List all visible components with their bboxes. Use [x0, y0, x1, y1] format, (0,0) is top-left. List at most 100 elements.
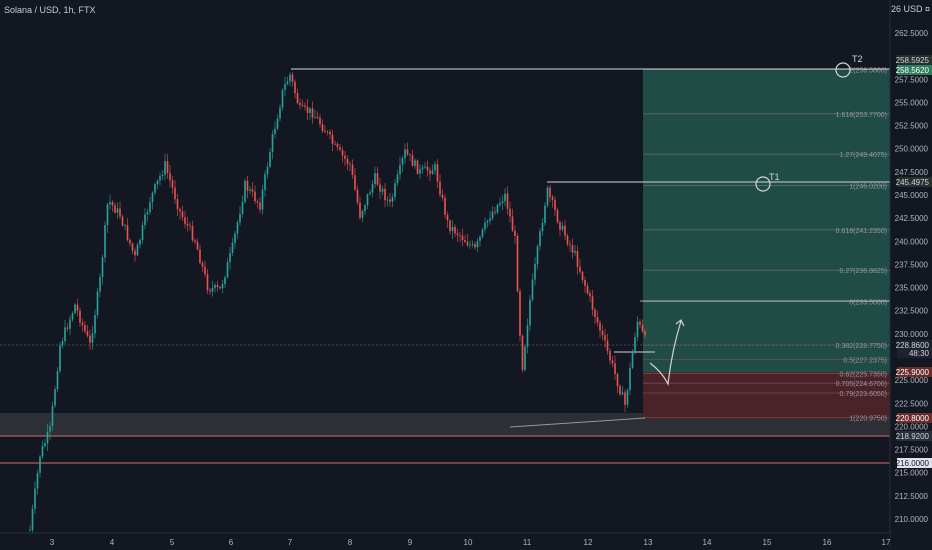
target-2-marker[interactable]	[835, 62, 851, 78]
candle-body	[546, 187, 549, 206]
candle-body	[571, 245, 574, 253]
candle-body	[509, 208, 511, 217]
candle-body	[134, 250, 136, 256]
candle-body	[606, 340, 609, 351]
price-badge	[897, 431, 932, 441]
price-tick-label: 237.5000	[895, 260, 929, 269]
candle-body	[616, 373, 619, 387]
candle-body	[496, 204, 499, 213]
stop-loss-zone[interactable]	[643, 372, 890, 419]
time-tick-label: 16	[823, 538, 832, 547]
candle-body	[536, 246, 539, 264]
profit-target-zone[interactable]	[643, 70, 890, 372]
candle-body	[394, 183, 396, 198]
time-tick-label: 11	[523, 538, 532, 547]
fib-level-label: 0.5(227.2375)	[843, 357, 887, 364]
target-1-marker[interactable]	[755, 176, 771, 192]
candle-body	[209, 290, 211, 292]
time-tick-label: 5	[170, 538, 175, 547]
candle-body	[289, 74, 291, 82]
candle-body	[634, 336, 636, 353]
candle-body	[221, 284, 224, 289]
fib-level-label: 0(233.5000)	[849, 299, 887, 306]
time-tick-label: 13	[644, 538, 653, 547]
candle-body	[111, 202, 114, 206]
candle-body	[539, 231, 541, 247]
candle-body	[494, 211, 496, 213]
time-axis[interactable]	[0, 533, 890, 550]
candle-body	[379, 184, 381, 192]
candle-body	[36, 472, 39, 489]
candle-body	[341, 149, 344, 156]
candle-body	[124, 225, 126, 226]
candle-body	[269, 151, 271, 167]
candle-body	[34, 488, 36, 509]
price-tick-label: 262.5000	[895, 29, 929, 38]
candle-body	[481, 229, 484, 237]
candle-body	[526, 325, 529, 347]
candle-body	[471, 243, 474, 245]
candle-body	[501, 201, 504, 204]
time-tick-label: 7	[288, 538, 293, 547]
fib-level-label: 2(258.5600)	[849, 67, 887, 74]
trendline-bottom[interactable]	[509, 417, 646, 428]
price-badge-text: 48:30	[909, 349, 930, 358]
candlestick-series[interactable]	[29, 71, 646, 535]
candle-body	[594, 309, 596, 317]
projection-path[interactable]	[649, 320, 682, 387]
candle-body	[96, 291, 99, 315]
candle-body	[321, 124, 324, 132]
candle-body	[74, 304, 76, 314]
candle-body	[469, 244, 471, 246]
time-tick-label: 4	[110, 538, 115, 547]
candle-body	[214, 285, 216, 288]
candle-body	[389, 199, 391, 202]
candle-body	[146, 212, 149, 215]
candle-body	[329, 131, 331, 135]
candle-body	[371, 184, 374, 193]
candle-body	[129, 239, 131, 244]
candle-body	[644, 331, 646, 336]
time-tick-label: 8	[348, 538, 353, 547]
candle-body	[166, 161, 169, 173]
candle-body	[534, 263, 536, 280]
candle-body	[524, 346, 526, 370]
candle-body	[151, 192, 154, 203]
candle-body	[104, 225, 106, 258]
candle-body	[476, 240, 479, 248]
candle-body	[139, 239, 141, 245]
candle-body	[396, 174, 399, 184]
candle-body	[256, 201, 259, 203]
candle-body	[301, 105, 304, 106]
candle-body	[364, 205, 366, 212]
price-tick-label: 257.5000	[895, 75, 929, 84]
candle-body	[251, 189, 254, 192]
candle-body	[401, 158, 404, 165]
fib-level-label: 0.618(241.2350)	[836, 228, 887, 235]
price-badge-text: 258.5925	[896, 56, 930, 65]
candle-body	[589, 293, 591, 297]
time-tick-label: 9	[408, 538, 413, 547]
fib-level-label: 0.62(225.7350)	[840, 371, 887, 378]
price-badge-text: 228.8600	[896, 341, 930, 350]
price-tick-label: 210.0000	[895, 515, 929, 524]
candle-body	[324, 131, 326, 132]
candle-body	[229, 252, 231, 263]
price-tick-label: 230.0000	[895, 330, 929, 339]
candle-body	[409, 154, 411, 156]
candle-body	[416, 160, 419, 174]
price-badge-text: 258.5620	[896, 66, 930, 75]
candle-body	[506, 193, 509, 209]
candle-body	[641, 324, 644, 332]
fib-level-label: 1.618(253.7700)	[836, 112, 887, 119]
candle-body	[41, 446, 44, 457]
candle-body	[51, 405, 54, 427]
candle-body	[626, 390, 629, 405]
candle-body	[499, 203, 501, 205]
candle-body	[429, 170, 431, 174]
price-badge-text: 225.9000	[896, 368, 930, 377]
projection-arrowhead	[675, 319, 685, 327]
candle-body	[629, 367, 631, 391]
candle-body	[381, 188, 384, 192]
